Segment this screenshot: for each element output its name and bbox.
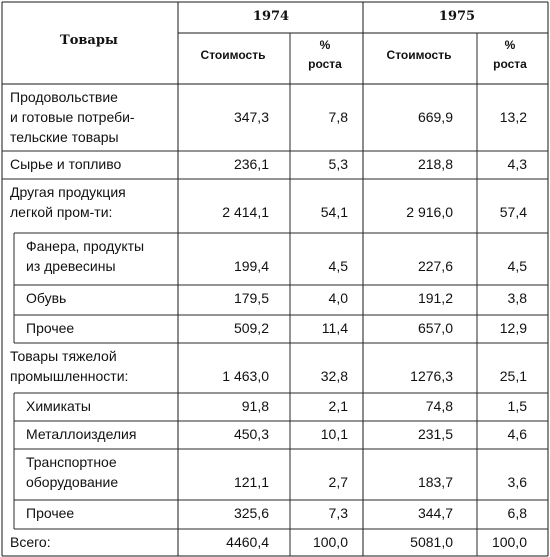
table-row-plywood: Фанера, продукты из древесины 199,4 4,5 227,… — [26, 238, 527, 274]
cost-1975-value: 218,8 — [418, 156, 453, 172]
table-row-metal-products: Металлоизделия 450,3 10,1 231,5 4,6 — [26, 426, 527, 442]
header-year-1975: 1975 — [439, 9, 475, 24]
cost-1975-value: 231,5 — [418, 426, 453, 442]
cost-1975-value: 2 916,0 — [406, 204, 453, 220]
growth-1975-value: 12,9 — [500, 320, 527, 336]
growth-1975-value: 13,2 — [500, 109, 527, 125]
cost-1975-value: 5081,0 — [410, 534, 453, 550]
header-percent-sign-1975: % — [505, 38, 516, 52]
row-label: Продовольствие — [10, 89, 118, 105]
row-label: Фанера, продукты — [26, 238, 144, 254]
growth-1975-value: 6,8 — [508, 505, 528, 521]
cost-1975-value: 74,8 — [426, 398, 453, 414]
table-row-raw-fuel: Сырье и топливо 236,1 5,3 218,8 4,3 — [10, 156, 527, 172]
cost-1974-value: 509,2 — [234, 320, 269, 336]
growth-1974-value: 4,5 — [329, 258, 349, 274]
row-label: Другая продукция — [10, 184, 126, 200]
table-row-chemicals: Химикаты 91,8 2,1 74,8 1,5 — [26, 398, 527, 414]
row-label: Обувь — [26, 290, 66, 306]
growth-1975-value: 4,6 — [508, 426, 528, 442]
growth-1974-value: 5,3 — [329, 156, 349, 172]
cost-1974-value: 4460,4 — [226, 534, 269, 550]
cost-1974-value: 91,8 — [242, 398, 269, 414]
header-percent-sign-1974: % — [320, 38, 331, 52]
cost-1975-value: 191,2 — [418, 290, 453, 306]
row-label: Транспортное — [26, 454, 117, 470]
row-label: оборудование — [26, 474, 118, 490]
cost-1975-value: 669,9 — [418, 109, 453, 125]
table-body: Продовольствие и готовые потреби-тельские… — [10, 89, 527, 550]
cost-1975-value: 183,7 — [418, 474, 453, 490]
row-label: Прочее — [26, 505, 74, 521]
header-growth-1974: роста — [308, 57, 342, 71]
growth-1975-value: 57,4 — [500, 204, 527, 220]
growth-1974-value: 11,4 — [322, 320, 348, 336]
header-goods: Товары — [60, 33, 118, 48]
header-cost-1974: Стоимость — [201, 48, 266, 62]
growth-1974-value: 2,7 — [329, 474, 349, 490]
table-row-heavy-industry: Товары тяжелой промышленности: 1 463,0 32,8… — [10, 348, 527, 384]
growth-1974-value: 54,1 — [321, 204, 348, 220]
growth-1974-value: 7,8 — [329, 109, 349, 125]
header-growth-1975: роста — [493, 57, 527, 71]
table-row-other-light: Прочее 509,2 11,4 657,0 12,9 — [26, 320, 527, 336]
cost-1974-value: 325,6 — [234, 505, 269, 521]
table-row-food-consumer: Продовольствие и готовые потреби-тельские… — [10, 89, 527, 145]
table-row-other-heavy: Прочее 325,6 7,3 344,7 6,8 — [26, 505, 527, 521]
growth-1975-value: 25,1 — [500, 368, 527, 384]
table-row-footwear: Обувь 179,5 4,0 191,2 3,8 — [26, 290, 527, 306]
cost-1975-value: 1276,3 — [410, 368, 453, 384]
table-row-total: Всего: 4460,4 100,0 5081,0 100,0 — [10, 534, 527, 550]
growth-1975-value: 3,6 — [508, 474, 528, 490]
table-row-light-industry: Другая продукция легкой пром-ти: 2 414,1 54… — [10, 184, 527, 220]
row-label: тельские товары — [10, 129, 119, 145]
cost-1974-value: 121,1 — [234, 474, 269, 490]
header-cost-1975: Стоимость — [387, 48, 452, 62]
growth-1975-value: 4,5 — [508, 258, 528, 274]
row-label: Товары тяжелой — [10, 348, 117, 364]
row-label: Металлоизделия — [26, 426, 136, 442]
row-label: легкой пром-ти: — [10, 204, 112, 220]
row-label: из древесины — [26, 258, 116, 274]
row-label: Прочее — [26, 320, 74, 336]
growth-1975-value: 1,5 — [508, 398, 528, 414]
row-label: Химикаты — [26, 398, 91, 414]
row-label: Сырье и топливо — [10, 156, 122, 172]
growth-1974-value: 100,0 — [313, 534, 348, 550]
cost-1974-value: 236,1 — [234, 156, 269, 172]
growth-1974-value: 32,8 — [321, 368, 348, 384]
growth-1974-value: 7,3 — [329, 505, 349, 521]
cost-1974-value: 2 414,1 — [222, 204, 269, 220]
growth-1975-value: 100,0 — [492, 534, 527, 550]
row-label: и готовые потреби- — [10, 109, 135, 125]
header-year-1974: 1974 — [253, 9, 289, 24]
growth-1975-value: 4,3 — [508, 156, 528, 172]
row-label: Всего: — [10, 534, 51, 550]
cost-1975-value: 344,7 — [418, 505, 453, 521]
growth-1974-value: 2,1 — [329, 398, 349, 414]
table-row-transport: Транспортное оборудование 121,1 2,7 183,7 3,6 — [26, 454, 527, 490]
cost-1974-value: 450,3 — [234, 426, 269, 442]
cost-1974-value: 199,4 — [234, 258, 269, 274]
cost-1974-value: 347,3 — [234, 109, 269, 125]
growth-1975-value: 3,8 — [508, 290, 528, 306]
growth-1974-value: 10,1 — [321, 426, 348, 442]
cost-1975-value: 657,0 — [418, 320, 453, 336]
cost-1974-value: 179,5 — [234, 290, 269, 306]
row-label: промышленности: — [10, 368, 128, 384]
growth-1974-value: 4,0 — [329, 290, 349, 306]
cost-1975-value: 227,6 — [418, 258, 453, 274]
cost-1974-value: 1 463,0 — [222, 368, 269, 384]
